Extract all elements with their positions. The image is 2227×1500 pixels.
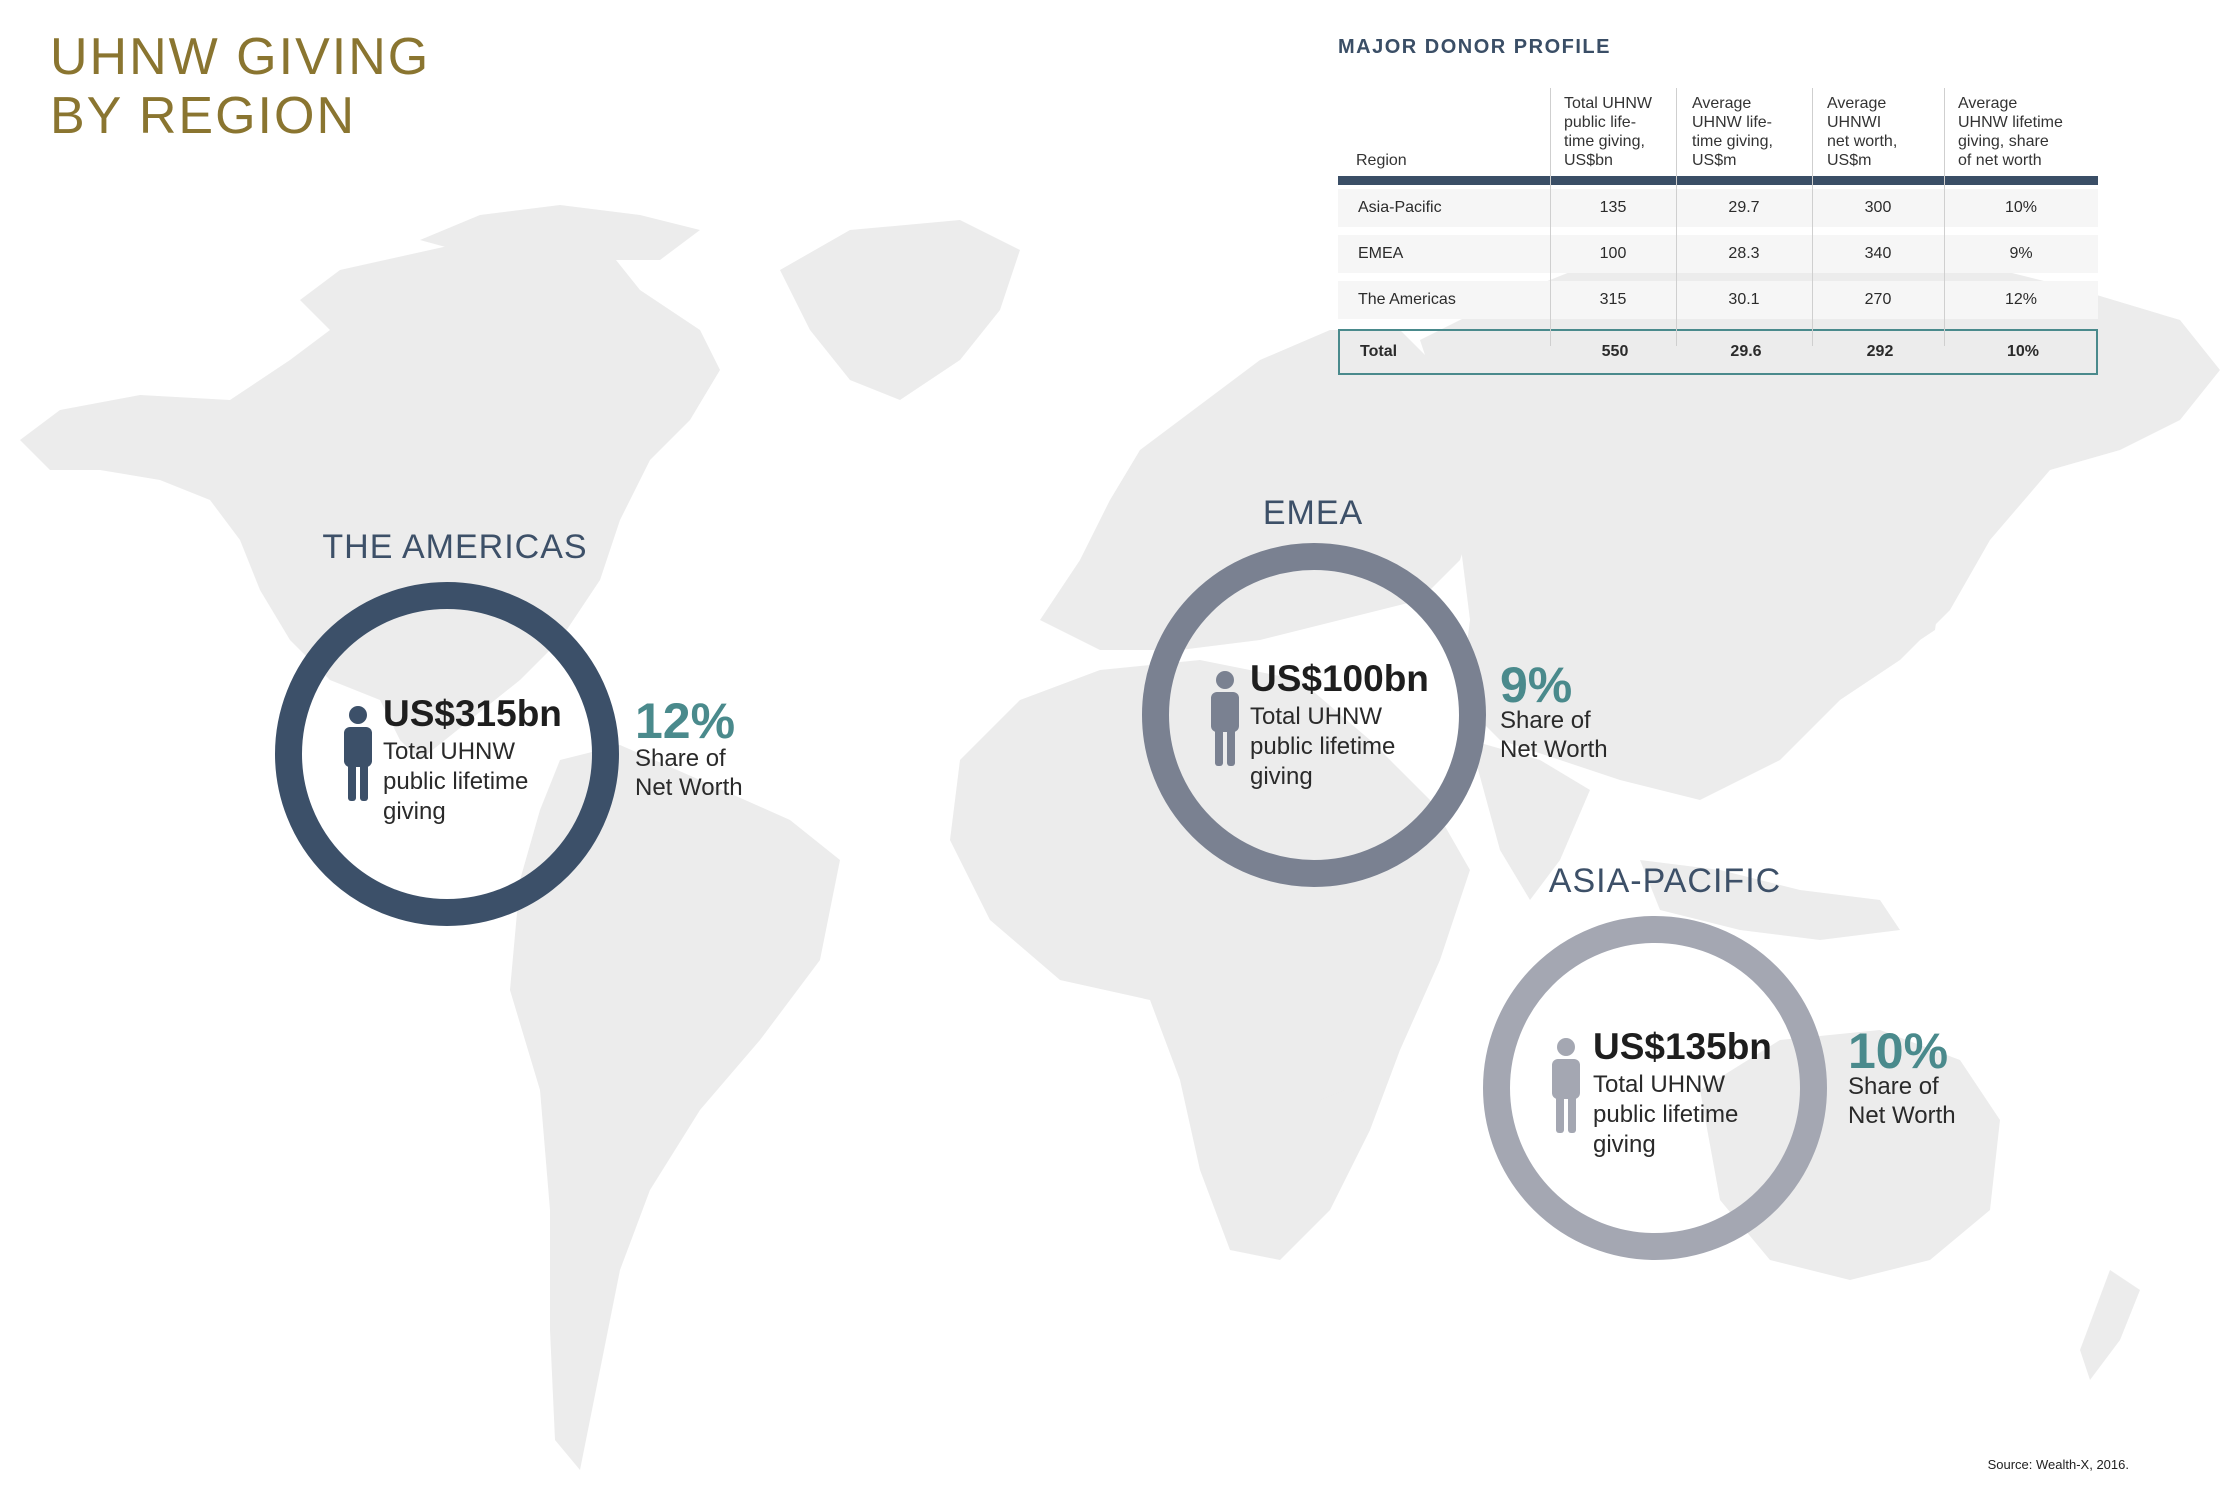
region-label-asia-pacific: ASIA-PACIFIC [1548,862,1782,900]
table-row: The Americas 315 30.1 270 12% [1338,277,2098,323]
madagascar-landmass [1315,1090,1350,1200]
table-cell: 270 [1864,291,1892,308]
share-label-emea: Share of Net Worth [1500,707,1608,763]
south-america-landmass [510,745,840,1470]
donor-profile-table: Region Total UHNW public life- time givi… [1338,88,2098,375]
share-emea: 9% [1500,657,1573,713]
table-cell: 30.1 [1728,291,1760,308]
table-cell: 300 [1864,199,1892,216]
table-cell: The Americas [1358,291,1456,308]
table-cell: EMEA [1358,245,1404,262]
person-icon [1211,671,1239,766]
region-label-americas: THE AMERICAS [322,528,588,566]
row-shading [1338,235,2098,273]
table-cell: Asia-Pacific [1358,199,1442,216]
share-asia-pacific: 10% [1848,1023,1949,1079]
desc-emea: Total UHNW public lifetime giving [1250,703,1396,790]
southeast-asia-islands [1640,860,1900,940]
row-shading [1338,189,2098,227]
table-title: MAJOR DONOR PROFILE [1338,36,1611,58]
table-header: Region Total UHNW public life- time givi… [1338,88,2098,176]
india-landmass [1470,740,1590,900]
share-americas: 12% [635,693,736,749]
share-label-americas: Share of Net Worth [635,745,743,801]
person-icon [344,706,372,801]
row-shading [1338,281,2098,319]
table-cell: 315 [1599,291,1627,308]
column-divider [1812,88,1813,346]
table-row: Asia-Pacific 135 29.7 300 10% [1338,185,2098,231]
table-cell: 10% [2004,199,2038,216]
person-icon [1552,1038,1580,1133]
asia-landmass [1420,240,2220,800]
header-total-giving: Total UHNW public life- time giving, US$… [1564,95,1653,169]
column-divider [1944,88,1945,346]
column-divider [1550,88,1551,346]
table-cell: 135 [1599,199,1627,216]
table-cell: Total [1360,343,1398,360]
table-row: EMEA 100 28.3 340 9% [1338,231,2098,277]
desc-asia-pacific: Total UHNW public lifetime giving [1593,1071,1739,1158]
header-avg-net-worth: Average UHNWI net worth, US$m [1827,95,1898,169]
amount-asia-pacific: US$135bn [1593,1026,1772,1067]
table-cell: 28.3 [1728,245,1760,262]
table-cell: 292 [1866,343,1894,360]
table-cell: 10% [2006,343,2040,360]
table-cell: 29.7 [1728,199,1760,216]
desc-americas: Total UHNW public lifetime giving [383,738,529,825]
table-cell: 550 [1601,343,1629,360]
new-zealand-landmass [2080,1270,2140,1380]
header-region: Region [1356,152,1407,169]
table-total-row: Total 550 29.6 292 10% [1338,329,2098,375]
column-divider [1676,88,1677,346]
region-label-emea: EMEA [1262,494,1364,532]
arctic-islands [420,205,700,262]
table-cell: 100 [1599,245,1627,262]
table-cell: 29.6 [1730,343,1762,360]
header-share-net-worth: Average UHNW lifetime giving, share of n… [1958,95,2063,169]
table-cell: 12% [2004,291,2038,308]
share-label-asia-pacific: Share of Net Worth [1848,1073,1956,1129]
table-cell: 340 [1864,245,1892,262]
page-title: UHNW GIVING BY REGION [50,28,431,145]
greenland-landmass [780,220,1020,400]
table-cell: 9% [2009,245,2033,262]
amount-americas: US$315bn [383,693,562,734]
table-header-rule [1338,176,2098,185]
source-note: Source: Wealth-X, 2016. [1987,1457,2129,1472]
amount-emea: US$100bn [1250,658,1429,699]
table-body: Asia-Pacific 135 29.7 300 10% EMEA 100 28.3 340 9… [1338,185,2098,375]
header-avg-giving: Average UHNW life- time giving, US$m [1692,95,1773,169]
japan-landmass [1900,540,1945,650]
